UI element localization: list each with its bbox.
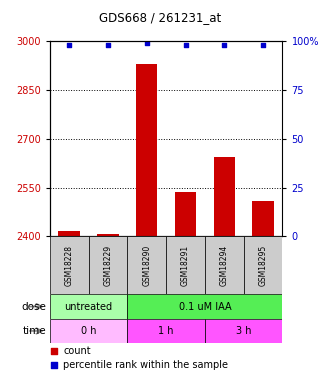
Text: GDS668 / 261231_at: GDS668 / 261231_at <box>100 11 221 24</box>
Point <box>52 348 57 354</box>
Text: 0 h: 0 h <box>81 326 96 336</box>
Point <box>66 42 72 48</box>
Bar <box>50 319 127 343</box>
Text: untreated: untreated <box>65 302 113 312</box>
Bar <box>50 236 89 294</box>
Point <box>105 42 110 48</box>
Point <box>52 362 57 368</box>
Text: 3 h: 3 h <box>236 326 251 336</box>
Text: time: time <box>23 326 47 336</box>
Text: GSM18229: GSM18229 <box>103 245 112 286</box>
Text: dose: dose <box>22 302 47 312</box>
Text: GSM18295: GSM18295 <box>259 245 268 286</box>
Bar <box>205 319 282 343</box>
Text: 0.1 uM IAA: 0.1 uM IAA <box>178 302 231 312</box>
Bar <box>166 236 205 294</box>
Bar <box>244 236 282 294</box>
Point <box>222 42 227 48</box>
Point <box>261 42 266 48</box>
Text: percentile rank within the sample: percentile rank within the sample <box>63 360 228 370</box>
Bar <box>127 294 282 319</box>
Text: GSM18228: GSM18228 <box>65 245 74 286</box>
Bar <box>252 201 274 236</box>
Bar <box>136 64 157 236</box>
Bar <box>127 319 205 343</box>
Text: count: count <box>63 346 91 356</box>
Text: GSM18290: GSM18290 <box>142 245 151 286</box>
Text: GSM18294: GSM18294 <box>220 245 229 286</box>
Bar <box>58 231 80 236</box>
Text: 1 h: 1 h <box>158 326 174 336</box>
Bar <box>214 157 235 236</box>
Bar <box>175 192 196 236</box>
Text: GSM18291: GSM18291 <box>181 245 190 286</box>
Bar <box>127 236 166 294</box>
Point <box>144 40 149 46</box>
Bar <box>89 236 127 294</box>
Bar <box>97 234 118 236</box>
Bar <box>50 294 127 319</box>
Point <box>183 42 188 48</box>
Bar <box>205 236 244 294</box>
